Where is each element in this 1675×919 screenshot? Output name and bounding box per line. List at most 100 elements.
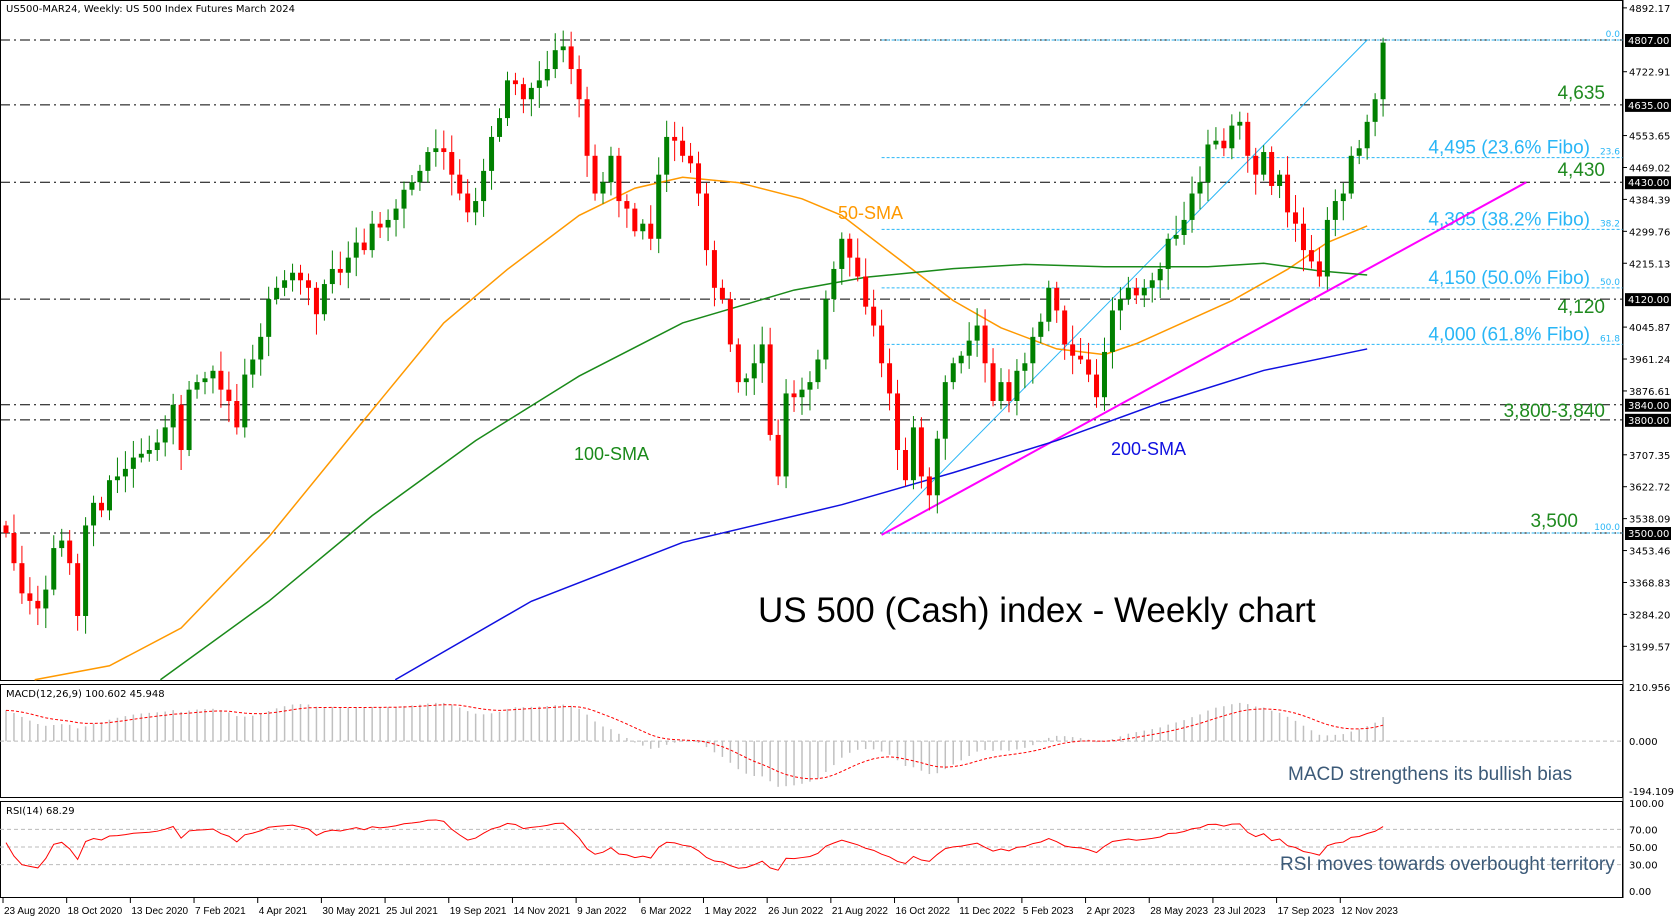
candle	[1094, 359, 1100, 408]
fibo-pct: 38.2	[1600, 219, 1620, 229]
fibo-pct: 0.0	[1606, 30, 1621, 40]
candle-body	[783, 393, 789, 477]
candle-body	[1030, 336, 1036, 364]
candle	[1086, 342, 1092, 383]
candle-body	[313, 287, 319, 315]
candle-body	[1054, 287, 1060, 311]
candle	[329, 250, 335, 294]
candle-body	[624, 201, 630, 209]
candle	[974, 308, 980, 357]
candle-body	[114, 476, 120, 481]
candle	[934, 430, 940, 514]
price-tick-label: 4299.76	[1629, 227, 1670, 238]
candle	[584, 86, 590, 177]
fibo-pct: 100.0	[1594, 523, 1620, 533]
candle	[600, 172, 606, 204]
candle-body	[146, 450, 152, 454]
candle-body	[807, 382, 813, 390]
candle	[194, 374, 200, 399]
fibo-label: 4,495 (23.6% Fibo)	[1428, 138, 1590, 159]
macd-note: MACD strengthens its bullish bias	[1288, 764, 1572, 785]
candle-body	[680, 140, 686, 156]
price-tick-label: 3199.57	[1629, 642, 1670, 653]
candle	[226, 371, 232, 423]
candle	[791, 380, 797, 412]
candle-body	[1245, 121, 1251, 156]
candle	[138, 438, 144, 463]
candle-body	[1006, 382, 1012, 401]
price-tag-label: 4120.00	[1628, 295, 1669, 306]
candle	[1324, 207, 1330, 290]
candle-body	[266, 299, 272, 337]
candle	[1285, 156, 1291, 228]
date-label: 6 Mar 2022	[641, 906, 692, 917]
level-label: 4,635	[1557, 83, 1605, 104]
candle	[688, 142, 694, 173]
candle	[879, 309, 885, 378]
candle	[887, 348, 893, 411]
price-tick-label: 3622.72	[1629, 483, 1670, 494]
candle	[1269, 146, 1275, 196]
price-tag-label: 3840.00	[1628, 401, 1669, 412]
candle	[282, 270, 288, 297]
candle	[210, 365, 216, 394]
candle-body	[321, 284, 327, 315]
candle-body	[727, 299, 733, 345]
candle-body	[329, 268, 335, 285]
candle	[43, 575, 49, 629]
date-label: 14 Nov 2021	[513, 906, 570, 917]
candle-body	[27, 593, 33, 601]
candle-body	[902, 450, 908, 481]
candle	[1173, 215, 1179, 246]
candle	[1078, 337, 1084, 365]
candle-body	[799, 389, 805, 398]
date-label: 30 May 2021	[322, 906, 380, 917]
candle-body	[99, 502, 105, 511]
candle-body	[664, 136, 670, 175]
candle-body	[1348, 155, 1354, 194]
candle-body	[815, 359, 821, 383]
candle	[298, 264, 304, 295]
candle-body	[186, 389, 192, 451]
candle-body	[703, 193, 709, 251]
level-label: 3,800-3,840	[1504, 401, 1605, 422]
candle-body	[1173, 235, 1179, 239]
candle-body	[425, 152, 431, 171]
candle	[218, 351, 224, 408]
candle	[560, 30, 566, 63]
candle	[926, 467, 932, 511]
candle	[417, 164, 423, 191]
candle	[1181, 201, 1187, 245]
macd-tick-label: 0.000	[1629, 737, 1658, 748]
sma200-label: 200-SMA	[1111, 439, 1186, 459]
candle	[345, 241, 351, 289]
candle	[1364, 114, 1370, 160]
candle	[122, 451, 128, 493]
candle-body	[552, 50, 558, 70]
candle-body	[696, 163, 702, 194]
candle-body	[3, 525, 9, 534]
candle	[457, 159, 463, 201]
candle-body	[926, 476, 932, 496]
candle	[1141, 279, 1147, 308]
candle-body	[871, 306, 877, 326]
candle	[114, 457, 120, 494]
candle-body	[290, 272, 296, 281]
candle-body	[1205, 144, 1211, 183]
price-tag	[1625, 98, 1671, 112]
rsi-panel	[0, 801, 1623, 898]
candle-body	[536, 80, 542, 88]
candle-body	[130, 457, 136, 469]
price-tick-label: 3876.61	[1629, 387, 1670, 398]
candle-body	[895, 393, 901, 451]
candle	[616, 147, 622, 218]
macd-label: MACD(12,26,9) 100.602 45.948	[6, 689, 165, 700]
candle	[385, 209, 391, 242]
candle-body	[1308, 250, 1314, 262]
candle-body	[274, 287, 280, 300]
rsi-line	[5, 819, 1384, 871]
candle-body	[887, 363, 893, 394]
candle	[1054, 281, 1060, 323]
candle	[1300, 207, 1306, 272]
